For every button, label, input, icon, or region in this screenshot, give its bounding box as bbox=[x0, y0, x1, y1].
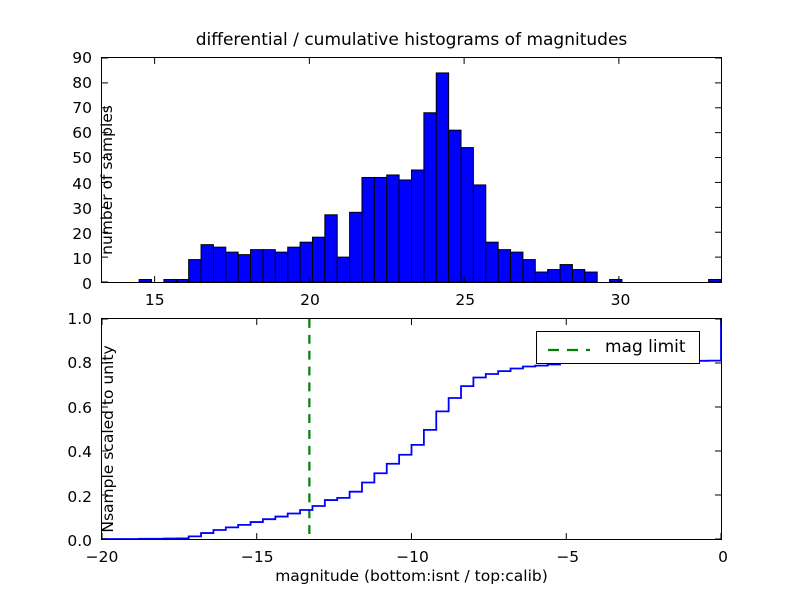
top-y-axis-label: number of samples bbox=[98, 105, 116, 255]
bottom-x-axis-label: magnitude (bottom:isnt / top:calib) bbox=[275, 567, 548, 585]
differential-histogram-plot bbox=[138, 72, 721, 282]
bottom-y-tick-0.6: 0.6 bbox=[67, 398, 92, 417]
top-y-tick-80: 80 bbox=[72, 74, 92, 93]
differential-histogram-axes: number of samples 0 10 20 30 40 50 60 70 80 90 15… bbox=[72, 49, 722, 309]
bottom-y-tick-0.8: 0.8 bbox=[67, 354, 92, 373]
histogram-bar bbox=[138, 279, 153, 282]
top-axes-ticks bbox=[102, 58, 721, 282]
bottom-y-axis-label: Nsample scaled to unity bbox=[99, 345, 117, 533]
bottom-y-tick-0.4: 0.4 bbox=[67, 443, 92, 462]
bottom-axes-ticks bbox=[102, 319, 721, 539]
top-y-tick-70: 70 bbox=[72, 99, 92, 118]
top-y-tick-10: 10 bbox=[72, 249, 92, 268]
top-y-tick-50: 50 bbox=[72, 149, 92, 168]
histogram-bar bbox=[324, 214, 338, 282]
top-y-tick-40: 40 bbox=[72, 174, 92, 193]
histogram-bar bbox=[472, 184, 487, 282]
bottom-x-tick--15: −15 bbox=[240, 548, 274, 566]
top-x-tick-20: 20 bbox=[300, 291, 320, 309]
bottom-y-tick-1.0: 1.0 bbox=[67, 310, 92, 328]
mag-limit-line-icon bbox=[547, 347, 591, 351]
top-y-tick-90: 90 bbox=[72, 49, 92, 67]
legend-label-mag-limit: mag limit bbox=[605, 337, 686, 357]
page-title: differential / cumulative histograms of … bbox=[195, 30, 628, 50]
bottom-x-tick--20: −20 bbox=[85, 548, 119, 566]
top-x-tick-25: 25 bbox=[455, 291, 476, 309]
cumulative-histogram-axes: Nsample scaled to unity 0.0 0.2 0.4 0.6 0.8 1… bbox=[67, 310, 728, 566]
bottom-x-tick--10: −10 bbox=[396, 548, 429, 566]
top-y-tick-60: 60 bbox=[72, 124, 92, 143]
bottom-y-tick-0.2: 0.2 bbox=[67, 487, 92, 506]
bottom-x-tick-0: 0 bbox=[718, 548, 728, 566]
top-x-tick-15: 15 bbox=[144, 291, 165, 309]
top-y-tick-20: 20 bbox=[72, 224, 92, 243]
histogram-bar bbox=[609, 279, 623, 282]
top-y-tick-30: 30 bbox=[72, 199, 92, 218]
bottom-y-tick-0.0: 0.0 bbox=[67, 532, 92, 550]
bottom-x-tick--5: −5 bbox=[556, 548, 580, 566]
top-y-tick-0: 0 bbox=[82, 275, 92, 293]
top-x-tick-30: 30 bbox=[610, 291, 631, 309]
histogram-bar bbox=[708, 279, 721, 282]
legend[interactable]: mag limit bbox=[536, 331, 700, 364]
